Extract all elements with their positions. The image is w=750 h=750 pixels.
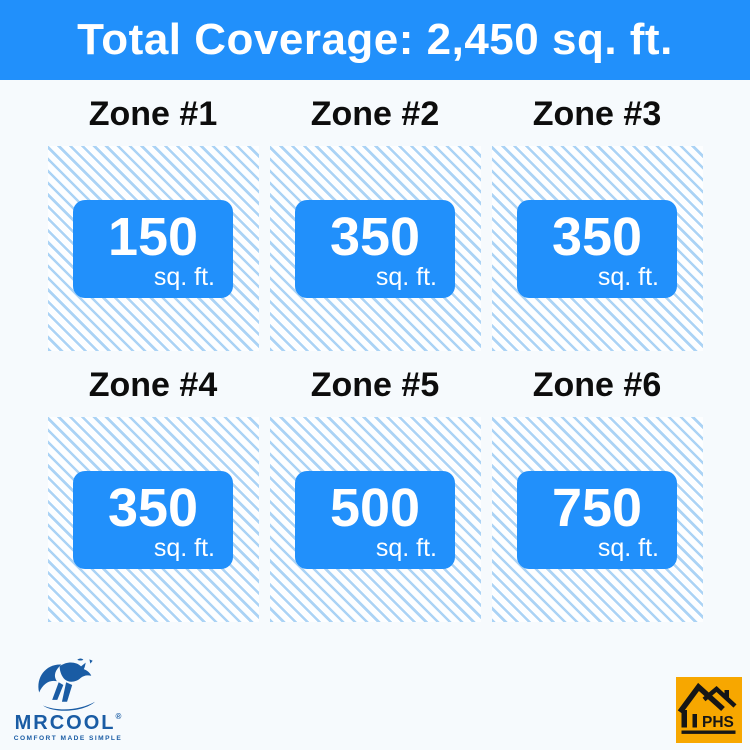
zone-title: Zone #3: [532, 95, 662, 133]
polar-bear-icon: [38, 657, 95, 711]
zone-coverage-area: 350 sq. ft.: [47, 417, 259, 622]
zone-value: 150: [107, 206, 199, 267]
zones-grid: Zone #1 150 sq. ft. Zone #2 350 sq. ft. …: [0, 80, 750, 622]
zone-value: 350: [551, 206, 643, 267]
zone-title: Zone #5: [310, 366, 440, 404]
zone-coverage-area: 150 sq. ft.: [47, 146, 259, 351]
zone-coverage-area: 750 sq. ft.: [491, 417, 703, 622]
zone-unit: sq. ft.: [153, 533, 215, 562]
zone-unit: sq. ft.: [597, 533, 659, 562]
zone-title: Zone #4: [88, 366, 218, 404]
zone-coverage-area: 500 sq. ft.: [269, 417, 481, 622]
zone-value: 750: [551, 477, 643, 538]
header-banner: Total Coverage: 2,450 sq. ft.: [0, 0, 750, 80]
mrcool-name: MRCOOL: [14, 711, 116, 734]
zone-value-box: 150 sq. ft.: [73, 199, 233, 298]
zone-title: Zone #2: [310, 95, 440, 133]
mrcool-tagline: COMFORT MADE SIMPLE: [13, 735, 123, 742]
zone-coverage-area: 350 sq. ft.: [491, 146, 703, 351]
phs-wordmark: PHS: [702, 714, 734, 731]
phs-house-icon: PHS: [676, 677, 742, 743]
registered-mark: ®: [115, 711, 122, 721]
zone-unit: sq. ft.: [375, 262, 437, 291]
zone-card-6: Zone #6 750 sq. ft.: [491, 351, 703, 622]
zone-unit: sq. ft.: [153, 262, 215, 291]
zone-unit: sq. ft.: [597, 262, 659, 291]
zone-card-1: Zone #1 150 sq. ft.: [47, 80, 259, 351]
phs-logo: PHS: [676, 677, 742, 743]
zone-title: Zone #6: [532, 366, 662, 404]
page-title: Total Coverage: 2,450 sq. ft.: [77, 15, 673, 64]
mrcool-wordmark: MRCOOL®: [12, 711, 124, 734]
zone-coverage-area: 350 sq. ft.: [269, 146, 481, 351]
zone-value-box: 500 sq. ft.: [295, 470, 455, 569]
zone-value: 500: [329, 477, 421, 538]
zone-value-box: 350 sq. ft.: [73, 470, 233, 569]
zone-value: 350: [329, 206, 421, 267]
zone-card-3: Zone #3 350 sq. ft.: [491, 80, 703, 351]
zone-card-4: Zone #4 350 sq. ft.: [47, 351, 259, 622]
footer: MRCOOL® COMFORT MADE SIMPLE PHS: [0, 640, 750, 750]
zone-value-box: 750 sq. ft.: [517, 470, 677, 569]
mrcool-logo: MRCOOL® COMFORT MADE SIMPLE: [12, 657, 124, 742]
zone-card-2: Zone #2 350 sq. ft.: [269, 80, 481, 351]
zone-card-5: Zone #5 500 sq. ft.: [269, 351, 481, 622]
zone-value: 350: [107, 477, 199, 538]
zone-unit: sq. ft.: [375, 533, 437, 562]
zone-value-box: 350 sq. ft.: [517, 199, 677, 298]
zone-value-box: 350 sq. ft.: [295, 199, 455, 298]
zone-title: Zone #1: [88, 95, 218, 133]
